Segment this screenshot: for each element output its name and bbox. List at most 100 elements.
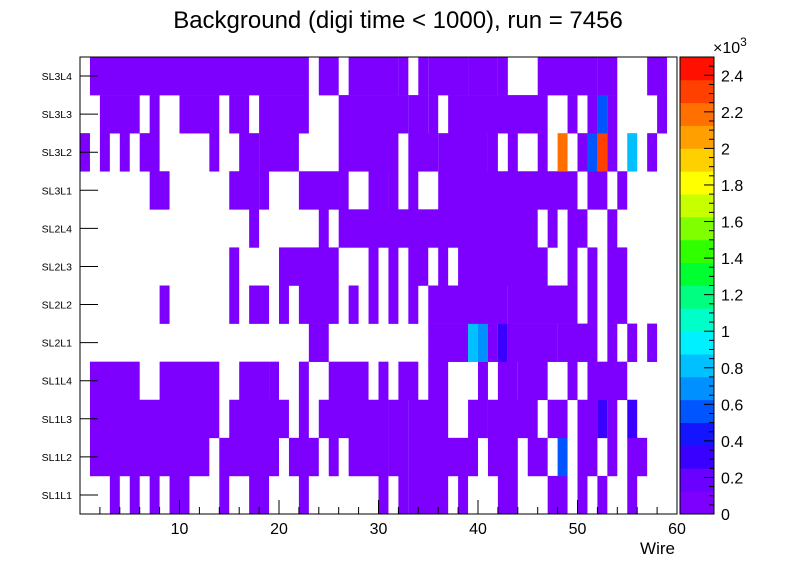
heatmap-cell	[338, 209, 538, 248]
x-tick-label: 20	[270, 521, 288, 538]
heatmap-cell	[468, 57, 498, 96]
heatmap-cells	[80, 57, 668, 515]
heatmap-cell	[428, 361, 449, 401]
heatmap-cell	[468, 399, 488, 439]
heatmap-cell	[497, 323, 508, 362]
heatmap-cell	[607, 247, 628, 286]
heatmap-cell	[597, 133, 608, 172]
palette-swatch	[680, 171, 714, 195]
heatmap-cell	[458, 475, 469, 515]
color-palette: 0 0.2 0.4 0.6 0.8 1 1.2 1.4 1.6 1.8 2 2.2 2.4	[679, 56, 743, 524]
heatmap-cell	[567, 247, 578, 286]
heatmap-cell	[647, 323, 658, 362]
palette-tick-label: 0.8	[721, 361, 743, 378]
heatmap-cell	[597, 399, 608, 439]
heatmap-cell	[368, 171, 389, 210]
heatmap-cell	[408, 247, 429, 286]
chart-title: Background (digi time < 1000), run = 745…	[173, 7, 623, 34]
heatmap-cell	[428, 285, 508, 324]
palette-swatch	[680, 194, 714, 218]
heatmap-cell	[348, 437, 379, 477]
heatmap-cell	[388, 171, 399, 210]
heatmap-cell	[448, 95, 548, 134]
palette-swatch	[680, 125, 714, 149]
heatmap-cell	[249, 285, 270, 324]
x-tick-label: 50	[569, 521, 587, 538]
heatmap-cell	[577, 57, 598, 96]
heatmap-cell	[298, 475, 309, 515]
heatmap-cell	[298, 285, 339, 324]
palette-swatch	[680, 445, 714, 469]
palette-tick-label: 2.4	[721, 68, 743, 85]
x-axis-label: Wire	[640, 539, 675, 558]
heatmap-cell	[378, 475, 389, 515]
heatmap-cell	[139, 133, 160, 172]
y-tick-label: SL1L1	[42, 490, 73, 502]
heatmap-cell	[607, 133, 618, 172]
y-tick-label: SL1L4	[42, 376, 73, 388]
heatmap-cell	[259, 133, 299, 172]
heatmap-cell	[239, 133, 260, 172]
heatmap-cell	[109, 475, 120, 515]
heatmap-cell	[597, 95, 608, 134]
heatmap-cell	[318, 209, 329, 248]
heatmap-cell	[279, 285, 289, 324]
y-tick-label: SL3L1	[42, 185, 73, 197]
palette-swatch	[680, 308, 714, 332]
heatmap-cell	[348, 57, 399, 96]
heatmap-cell	[418, 57, 429, 96]
palette-tick-label: 0.6	[721, 397, 743, 414]
heatmap-cell	[607, 399, 618, 439]
heatmap-cell	[388, 399, 409, 439]
heatmap-cell	[557, 323, 598, 362]
heatmap-cell	[537, 57, 578, 96]
y-tick-label: SL3L2	[42, 147, 73, 159]
heatmap-cell	[587, 247, 598, 286]
heatmap-cell	[338, 133, 399, 172]
heatmap-cell	[567, 209, 588, 248]
heatmap-cell	[567, 95, 578, 134]
y-tick-label: SL2L4	[42, 223, 73, 235]
heatmap-cell	[398, 475, 409, 515]
palette-tick-label: 2	[721, 141, 730, 158]
heatmap-cell	[438, 171, 578, 210]
heatmap-cell	[647, 133, 658, 172]
palette-swatch	[680, 262, 714, 286]
heatmap-cell	[119, 133, 130, 172]
heatmap-cell	[328, 437, 339, 477]
heatmap-cell	[487, 133, 498, 172]
palette-swatch	[680, 399, 714, 423]
heatmap-cell	[298, 399, 309, 439]
heatmap-cell	[328, 361, 369, 401]
heatmap-cell	[478, 361, 488, 401]
heatmap-cell	[99, 133, 110, 172]
heatmap-cell	[159, 361, 220, 401]
heatmap-cell	[288, 437, 319, 477]
heatmap-cell	[408, 171, 419, 210]
heatmap-cell	[428, 57, 469, 96]
palette-tick-label: 0.2	[721, 470, 743, 487]
heatmap-cell	[149, 171, 170, 210]
palette-swatch	[680, 354, 714, 378]
x-tick-label: 10	[171, 521, 189, 538]
palette-swatch	[680, 57, 714, 81]
palette-swatch	[680, 491, 714, 515]
palette-tick-label: 1.2	[721, 288, 743, 305]
heatmap-cell	[378, 361, 389, 401]
heatmap-cell	[89, 57, 309, 96]
heatmap-cell	[279, 247, 339, 286]
palette-tick-label: 1.4	[721, 251, 743, 268]
heatmap-cell	[438, 133, 488, 172]
heatmap-cell	[229, 247, 240, 286]
color-scale-multiplier-exponent: 3	[740, 35, 747, 49]
heatmap-cell	[537, 133, 548, 172]
palette-swatch	[680, 376, 714, 401]
palette-swatch	[680, 148, 714, 172]
heatmap-cell	[388, 285, 399, 324]
heatmap-cell	[209, 133, 220, 172]
color-scale-multiplier: ×103	[713, 35, 747, 57]
heatmap-cell	[378, 437, 389, 477]
heatmap-cell	[517, 361, 548, 401]
y-tick-label: SL1L3	[42, 414, 73, 426]
